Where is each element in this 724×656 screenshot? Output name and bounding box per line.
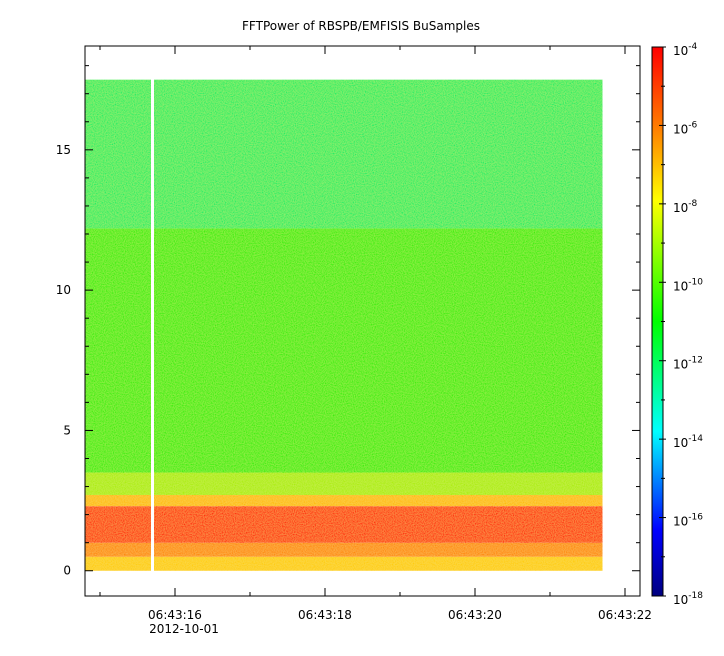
heatmap-band (85, 494, 603, 507)
colorbar-tick-label: 10-8 (673, 199, 698, 215)
colorbar-ticks: 10-4 10-6 10-8 10-10 10-12 10-14 10-16 10-18 (659, 42, 703, 607)
heatmap-band (85, 542, 603, 557)
heatmap-band (85, 506, 603, 543)
y-axis: 0 5 10 15 (56, 65, 640, 578)
colorbar-tick-label: 10-16 (673, 513, 703, 529)
colorbar-tick-label: 10-12 (673, 356, 703, 372)
x-tick-label: 06:43:22 (598, 608, 652, 622)
x-tick-label: 06:43:20 (448, 608, 502, 622)
colorbar-tick-label: 10-18 (673, 591, 703, 607)
plot-frame (84, 45, 641, 597)
heatmap-band (85, 556, 603, 571)
chart-title: FFTPower of RBSPB/EMFISIS BuSamples (242, 19, 480, 33)
x-date-label: 2012-10-01 (149, 622, 219, 636)
x-tick-label: 06:43:16 (148, 608, 202, 622)
y-tick-label: 5 (63, 423, 71, 437)
colorbar-tick-label: 10-14 (673, 434, 703, 450)
heatmap-area (85, 79, 603, 571)
y-tick-label: 10 (56, 283, 71, 297)
heatmap-band (85, 472, 603, 495)
y-tick-label: 15 (56, 143, 71, 157)
x-tick-label: 06:43:18 (298, 608, 352, 622)
heatmap-band (85, 228, 603, 473)
heatmap-band (85, 79, 603, 229)
colorbar-tick-label: 10-4 (673, 42, 698, 58)
data-gap (151, 78, 154, 572)
y-tick-label: 0 (63, 564, 71, 578)
gap-line (151, 78, 154, 572)
colorbar-tick-label: 10-10 (673, 277, 703, 293)
x-axis: 06:43:16 06:43:18 06:43:20 06:43:22 (99, 46, 652, 622)
colorbar-tick-label: 10-6 (673, 120, 698, 136)
